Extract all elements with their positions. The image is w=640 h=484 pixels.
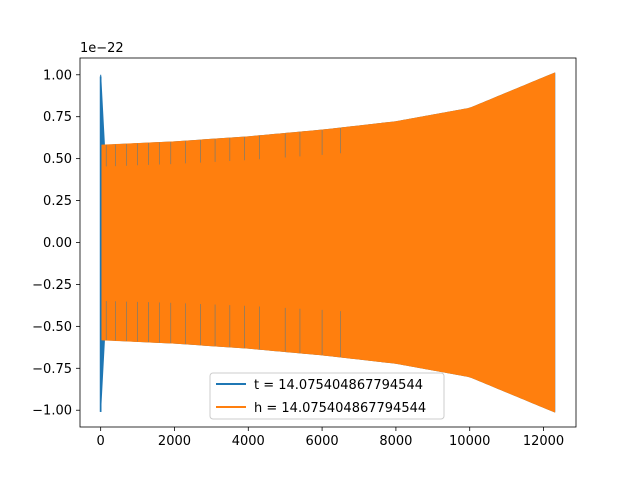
legend-label-t: t = 14.075404867794544 [254, 378, 423, 393]
x-tick-label: 2000 [158, 434, 191, 449]
y-tick-label: 0.75 [43, 110, 72, 125]
x-tick-label: 4000 [232, 434, 265, 449]
y-tick-label: 0.00 [43, 236, 72, 251]
y-axis-ticks: 1.00 0.75 0.50 0.25 0.00 −0.25 −0.50 −0.75 −1.00 [32, 68, 80, 419]
x-tick-label: 10000 [449, 434, 490, 449]
legend-label-h: h = 14.075404867794544 [254, 401, 426, 416]
y-tick-label: 1.00 [43, 68, 72, 83]
y-tick-label: −0.75 [32, 362, 72, 377]
y-tick-label: −1.00 [32, 404, 72, 419]
legend-box [209, 372, 445, 420]
x-tick-label: 0 [97, 434, 105, 449]
series-layer [99, 72, 556, 413]
x-tick-label: 12000 [523, 434, 564, 449]
legend: t = 14.075404867794544 h = 14.0754048677… [209, 372, 445, 420]
y-tick-label: −0.50 [32, 320, 72, 335]
y-tick-label: 0.50 [43, 152, 72, 167]
y-tick-label: 0.25 [43, 194, 72, 209]
y-tick-label: −0.25 [32, 278, 72, 293]
series-overlay-band [100, 73, 555, 412]
x-tick-label: 8000 [379, 434, 412, 449]
x-tick-label: 6000 [306, 434, 339, 449]
series-overlay [99, 73, 555, 412]
x-axis-ticks: 0 2000 4000 6000 8000 10000 12000 [97, 427, 564, 449]
y-offset-text: 1e−22 [80, 41, 124, 56]
